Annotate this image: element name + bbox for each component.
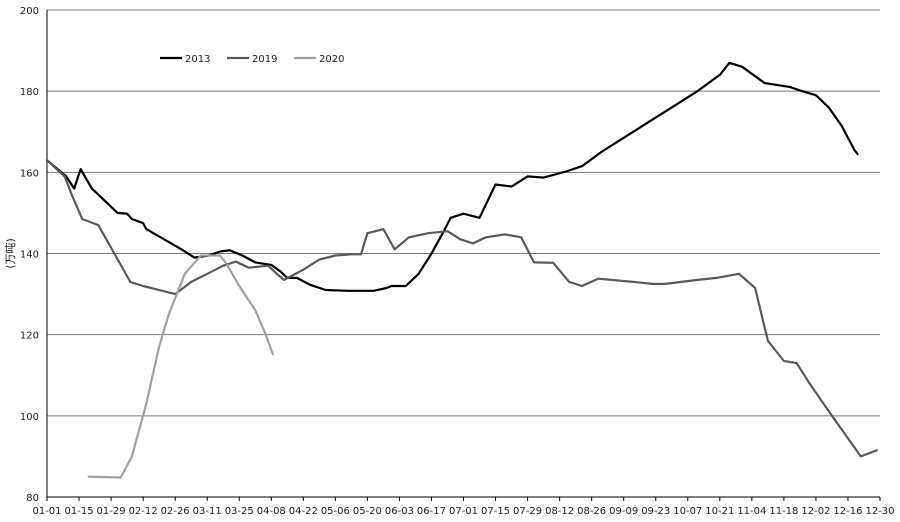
x-tick-label: 12-30 — [865, 506, 894, 517]
x-tick-label: 03-25 — [225, 506, 254, 517]
y-tick-label: 180 — [20, 87, 39, 98]
x-tick-label: 03-11 — [193, 506, 222, 517]
gridlines — [47, 9, 880, 498]
series-lines — [45, 61, 878, 479]
series-line-2019 — [45, 159, 878, 458]
y-tick-label: 80 — [26, 493, 39, 504]
x-tick-label: 06-03 — [385, 506, 414, 517]
x-tick-label: 02-26 — [161, 506, 190, 517]
y-tick-label: 140 — [20, 250, 39, 261]
axes: 80 100 120 140 160 180 200 01-01 01-15 01-29 02-12… — [20, 6, 895, 517]
x-tick-label: 12-16 — [833, 506, 862, 517]
x-tick-label: 10-07 — [673, 506, 702, 517]
series-line-2020 — [87, 254, 274, 479]
x-tick-label: 05-20 — [353, 506, 382, 517]
x-tick-label: 01-01 — [32, 506, 61, 517]
y-tick-label: 120 — [20, 331, 39, 342]
y-axis-title: (万吨) — [4, 238, 17, 269]
x-tick-label: 08-12 — [545, 506, 574, 517]
x-tick-label: 04-08 — [257, 506, 286, 517]
legend-label-2013: 2013 — [185, 54, 210, 65]
x-tick-label: 06-17 — [417, 506, 446, 517]
x-tick-label: 09-09 — [609, 506, 638, 517]
legend: 2013 2019 2020 — [160, 54, 344, 65]
x-tick-label: 11-18 — [769, 506, 798, 517]
x-tick-label: 11-04 — [737, 506, 766, 517]
y-tick-label: 160 — [20, 168, 39, 179]
series-line-2013 — [45, 61, 859, 292]
x-tick-label: 07-01 — [449, 506, 478, 517]
y-tick-label: 200 — [20, 6, 39, 17]
x-tick-label: 10-21 — [705, 506, 734, 517]
legend-label-2019: 2019 — [252, 54, 277, 65]
x-tick-label: 07-29 — [513, 506, 542, 517]
x-tick-label: 04-22 — [289, 506, 318, 517]
x-tick-label: 07-15 — [481, 506, 510, 517]
x-tick-label: 09-23 — [641, 506, 670, 517]
x-tick-label: 05-06 — [321, 506, 350, 517]
x-tick-label: 02-12 — [129, 506, 158, 517]
x-tick-label: 08-26 — [577, 506, 606, 517]
x-tick-label: 01-29 — [97, 506, 126, 517]
legend-label-2020: 2020 — [319, 54, 344, 65]
x-tick-label: 01-15 — [65, 506, 94, 517]
y-tick-label: 100 — [20, 412, 39, 423]
x-tick-label: 12-02 — [801, 506, 830, 517]
